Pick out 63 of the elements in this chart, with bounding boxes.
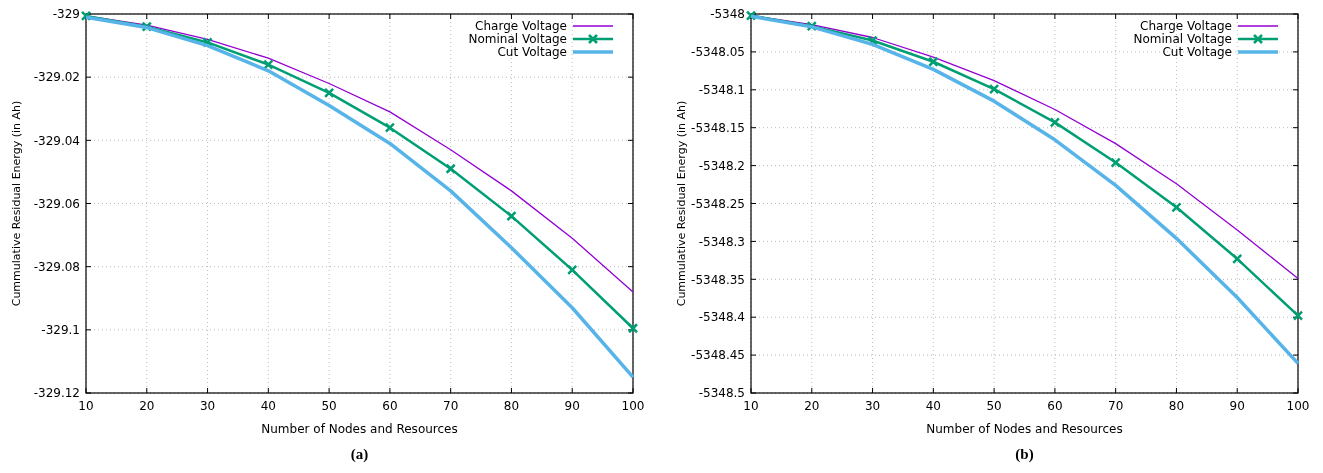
x-tick-label: 30 — [864, 399, 881, 413]
x-tick-label: 40 — [260, 399, 276, 413]
x-tick-label: 50 — [321, 399, 337, 413]
x-tick-label: 70 — [443, 399, 459, 413]
text: (a) — [350, 446, 369, 463]
y-tick-label: -5348.25 — [691, 196, 745, 211]
x-tick-label: 20 — [139, 399, 155, 413]
point — [566, 264, 578, 276]
legend-label: Nominal Voltage — [468, 32, 567, 47]
y-tick-label: -329.08 — [33, 259, 80, 274]
x-tick-label: 20 — [804, 399, 820, 413]
y-tick-label: -329.1 — [41, 323, 80, 338]
y-tick-label: -5348.5 — [698, 386, 745, 401]
x-tick-label: 10 — [743, 399, 759, 413]
x-tick-label: 80 — [1168, 399, 1185, 413]
x-tick-label: 90 — [564, 399, 580, 413]
y-tick-label: -5348.4 — [698, 310, 745, 325]
point — [384, 122, 396, 133]
y-tick-label: -5348.15 — [691, 120, 745, 135]
x-tick-label: 30 — [199, 399, 216, 413]
point — [627, 323, 639, 334]
x-axis-title: Number of Nodes and Resources — [926, 422, 1123, 436]
y-tick-label: -5348.3 — [698, 234, 745, 249]
y-tick-label: -329.12 — [33, 386, 80, 401]
point — [506, 210, 517, 222]
y-tick-label: -329.02 — [33, 70, 80, 85]
x-tick-label: 70 — [1108, 399, 1124, 413]
point — [1049, 117, 1061, 128]
x-tick-label: 10 — [78, 399, 94, 413]
legend-label: Nominal Voltage — [1133, 32, 1232, 47]
point — [928, 56, 939, 67]
y-axis-title: Cummulative Residual Energy (in Ah) — [675, 100, 688, 307]
y-tick-label: -329.04 — [33, 133, 80, 148]
y-axis-title: Cummulative Residual Energy (in Ah) — [10, 100, 23, 307]
y-tick-label: -5348.35 — [691, 272, 745, 287]
x-tick-label: 60 — [1047, 399, 1063, 413]
point — [1231, 253, 1243, 265]
y-tick-label: -5348.2 — [698, 158, 745, 173]
legend-label: Cut Voltage — [497, 45, 567, 60]
y-tick-label: -5348.05 — [691, 45, 745, 60]
x-tick-label: 60 — [382, 399, 398, 413]
y-tick-label: -5348.1 — [698, 83, 745, 97]
x-tick-label: 90 — [1229, 399, 1245, 413]
y-tick-label: -5348 — [710, 7, 745, 22]
x-axis-title: Number of Nodes and Resources — [261, 422, 458, 436]
point — [1110, 157, 1121, 168]
text: (b) — [1015, 446, 1034, 463]
x-tick-label: 100 — [621, 399, 645, 413]
legend-label: Charge Voltage — [475, 19, 567, 34]
point — [1171, 202, 1182, 213]
point — [1292, 310, 1304, 321]
point — [323, 87, 335, 99]
y-tick-label: -5348.45 — [691, 348, 745, 363]
y-tick-label: -329.06 — [33, 196, 80, 211]
legend-label: Cut Voltage — [1162, 45, 1232, 60]
legend-label: Charge Voltage — [1140, 19, 1232, 34]
x-tick-label: 40 — [925, 399, 941, 413]
x-tick-label: 50 — [986, 399, 1002, 413]
x-tick-label: 100 — [1286, 399, 1310, 413]
point — [988, 83, 1000, 95]
y-tick-label: -329 — [52, 7, 80, 22]
x-tick-label: 80 — [503, 399, 520, 413]
point — [445, 163, 456, 175]
